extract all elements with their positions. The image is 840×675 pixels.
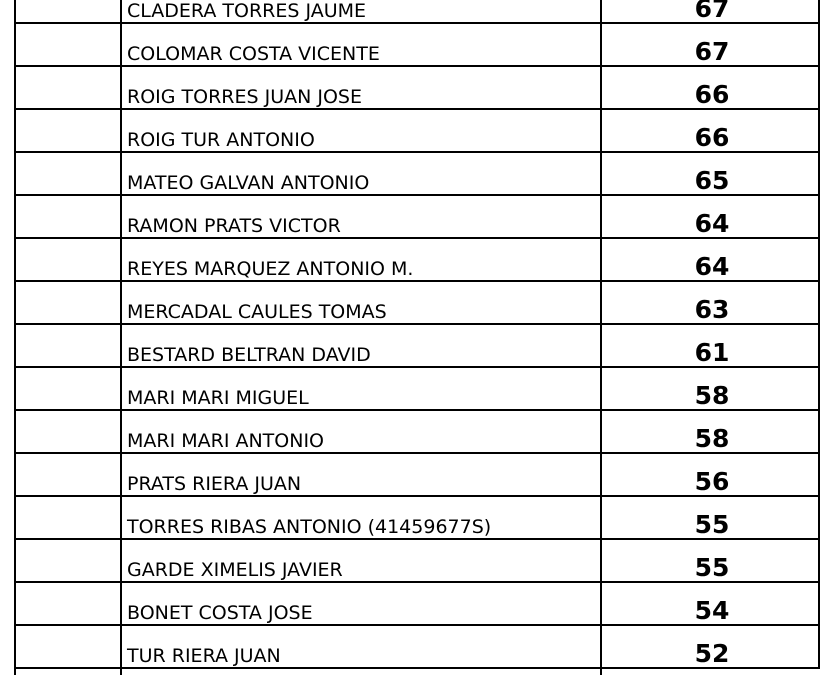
name-cell: TORRES RIBAS ANTONIO (41459677S) (126, 516, 491, 538)
score-cell: 64 (695, 252, 730, 281)
name-cell: ROIG TORRES JUAN JOSE (127, 86, 362, 108)
name-cell: TUR RIERA JUAN (126, 645, 281, 667)
name-cell: CLADERA TORRES JAUME (127, 0, 366, 22)
score-cell: 67 (695, 0, 730, 23)
score-cell: 65 (695, 166, 730, 195)
score-cell: 58 (695, 381, 730, 410)
name-cell: MATEO GALVAN ANTONIO (127, 172, 369, 194)
score-cell: 63 (695, 295, 730, 324)
name-cell: BONET COSTA JOSE (127, 602, 313, 624)
score-cell: 66 (695, 123, 730, 152)
score-cell: 55 (695, 553, 730, 582)
name-cell: MERCADAL CAULES TOMAS (127, 301, 387, 323)
score-cell: 55 (695, 510, 730, 539)
score-cell: 52 (695, 639, 730, 668)
name-cell: MARI MARI ANTONIO (127, 430, 324, 452)
name-cell: PRATS RIERA JUAN (127, 473, 301, 495)
score-cell: 64 (695, 209, 730, 238)
name-cell: REYES MARQUEZ ANTONIO M. (127, 258, 413, 280)
score-cell: 66 (695, 80, 730, 109)
score-cell: 61 (695, 338, 730, 367)
name-cell: COLOMAR COSTA VICENTE (127, 43, 380, 65)
name-cell: ROIG TUR ANTONIO (127, 129, 315, 151)
score-cell: 67 (695, 37, 730, 66)
score-cell: 58 (695, 424, 730, 453)
name-cell: BESTARD BELTRAN DAVID (127, 344, 371, 366)
name-cell: MARI MARI MIGUEL (127, 387, 309, 409)
score-cell: 54 (695, 596, 730, 625)
score-cell: 56 (695, 467, 730, 496)
name-cell: GARDE XIMELIS JAVIER (127, 559, 343, 581)
name-cell: RAMON PRATS VICTOR (127, 215, 341, 237)
